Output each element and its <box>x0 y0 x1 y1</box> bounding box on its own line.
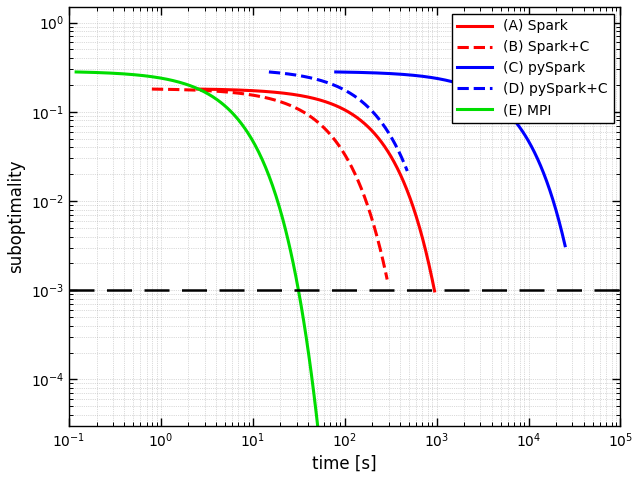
Line: (A) Spark: (A) Spark <box>197 89 435 291</box>
Y-axis label: suboptimality: suboptimality <box>7 160 25 273</box>
(E) MPI <box>291 264 298 270</box>
(D) pySpark+C <box>403 168 411 174</box>
(B) Spark+C <box>362 196 369 202</box>
(D) pySpark+C <box>381 125 389 131</box>
(A) Spark <box>335 104 342 110</box>
(D) pySpark+C <box>266 69 273 75</box>
(E) MPI <box>72 69 80 75</box>
(A) Spark <box>195 86 202 92</box>
(E) MPI <box>73 69 81 75</box>
Line: (B) Spark+C: (B) Spark+C <box>152 89 387 279</box>
(B) Spark+C <box>292 105 300 111</box>
(A) Spark <box>408 202 416 207</box>
(D) pySpark+C <box>265 69 273 75</box>
(D) pySpark+C <box>347 91 355 96</box>
(C) pySpark <box>332 69 340 75</box>
(A) Spark <box>339 106 346 112</box>
(E) MPI <box>316 439 324 444</box>
(C) pySpark <box>468 85 476 91</box>
(B) Spark+C <box>383 276 391 282</box>
(C) pySpark <box>561 243 569 249</box>
(A) Spark <box>193 86 201 92</box>
Legend: (A) Spark, (B) Spark+C, (C) pySpark, (D) pySpark+C, (E) MPI: (A) Spark, (B) Spark+C, (C) pySpark, (D)… <box>452 14 614 123</box>
(E) MPI <box>227 108 234 114</box>
(B) Spark+C <box>288 103 296 109</box>
(A) Spark <box>394 165 401 171</box>
(E) MPI <box>331 439 339 444</box>
(D) pySpark+C <box>390 140 398 145</box>
(B) Spark+C <box>287 103 295 108</box>
(C) pySpark <box>525 139 533 145</box>
(A) Spark <box>334 104 342 109</box>
(D) pySpark+C <box>348 91 355 97</box>
(B) Spark+C <box>148 86 156 92</box>
(B) Spark+C <box>149 86 157 92</box>
(C) pySpark <box>540 170 547 176</box>
(E) MPI <box>225 107 233 113</box>
(C) pySpark <box>472 87 480 93</box>
(D) pySpark+C <box>349 93 357 98</box>
(C) pySpark <box>468 85 476 91</box>
Line: (D) pySpark+C: (D) pySpark+C <box>269 72 407 171</box>
(A) Spark <box>431 288 438 294</box>
Line: (E) MPI: (E) MPI <box>76 72 335 442</box>
(B) Spark+C <box>346 161 354 167</box>
X-axis label: time [s]: time [s] <box>312 455 377 473</box>
(E) MPI <box>230 112 238 118</box>
(E) MPI <box>307 365 314 371</box>
(C) pySpark <box>333 69 340 75</box>
Line: (C) pySpark: (C) pySpark <box>336 72 565 246</box>
